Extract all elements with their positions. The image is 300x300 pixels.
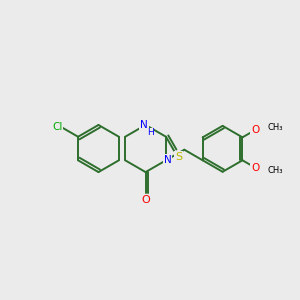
Text: CH₃: CH₃: [267, 166, 283, 175]
Text: S: S: [175, 152, 182, 162]
Text: N: N: [164, 155, 171, 165]
Text: O: O: [251, 125, 260, 135]
Text: CH₃: CH₃: [267, 122, 283, 131]
Text: N: N: [140, 120, 148, 130]
Text: O: O: [251, 163, 260, 173]
Text: H: H: [148, 128, 154, 137]
Text: Cl: Cl: [52, 122, 62, 132]
Text: O: O: [141, 195, 150, 205]
